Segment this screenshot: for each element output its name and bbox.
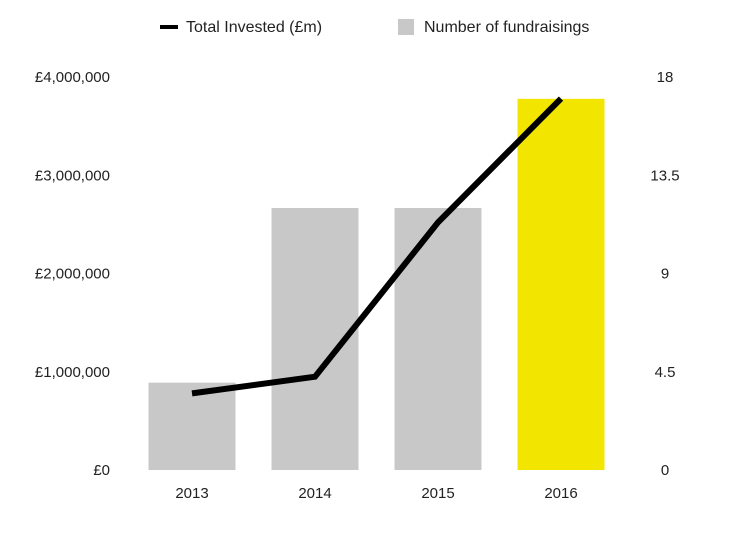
bar-2013 [148, 382, 236, 470]
line-layer [191, 96, 564, 397]
bar-2016 [517, 98, 605, 470]
right-tick-label: 13.5 [650, 167, 679, 184]
bars-layer [148, 98, 605, 470]
left-tick-label: £4,000,000 [35, 69, 110, 86]
line-total-invested [191, 96, 564, 397]
left-tick-label: £0 [93, 462, 110, 479]
right-axis: 0 4.5 9 13.5 18 [650, 69, 679, 479]
legend: Total Invested (£m) Number of fundraisin… [160, 19, 589, 36]
x-tick-label-2014: 2014 [298, 485, 331, 502]
legend-swatch-fundraisings [398, 19, 414, 35]
bar-2015 [394, 208, 482, 470]
left-tick-label: £3,000,000 [35, 167, 110, 184]
right-tick-label: 9 [661, 266, 669, 283]
x-tick-label-2015: 2015 [421, 485, 454, 502]
right-tick-label: 0 [661, 462, 669, 479]
left-axis: £0 £1,000,000 £2,000,000 £3,000,000 £4,000,0… [35, 69, 110, 479]
legend-label-fundraisings: Number of fundraisings [424, 19, 589, 36]
x-axis: 2013 2014 2015 2016 [175, 485, 577, 502]
left-tick-label: £2,000,000 [35, 266, 110, 283]
x-tick-label-2013: 2013 [175, 485, 208, 502]
right-tick-label: 18 [657, 69, 674, 86]
legend-label-total-invested: Total Invested (£m) [186, 19, 322, 36]
left-tick-label: £1,000,000 [35, 364, 110, 381]
x-tick-label-2016: 2016 [544, 485, 577, 502]
right-tick-label: 4.5 [655, 364, 676, 381]
